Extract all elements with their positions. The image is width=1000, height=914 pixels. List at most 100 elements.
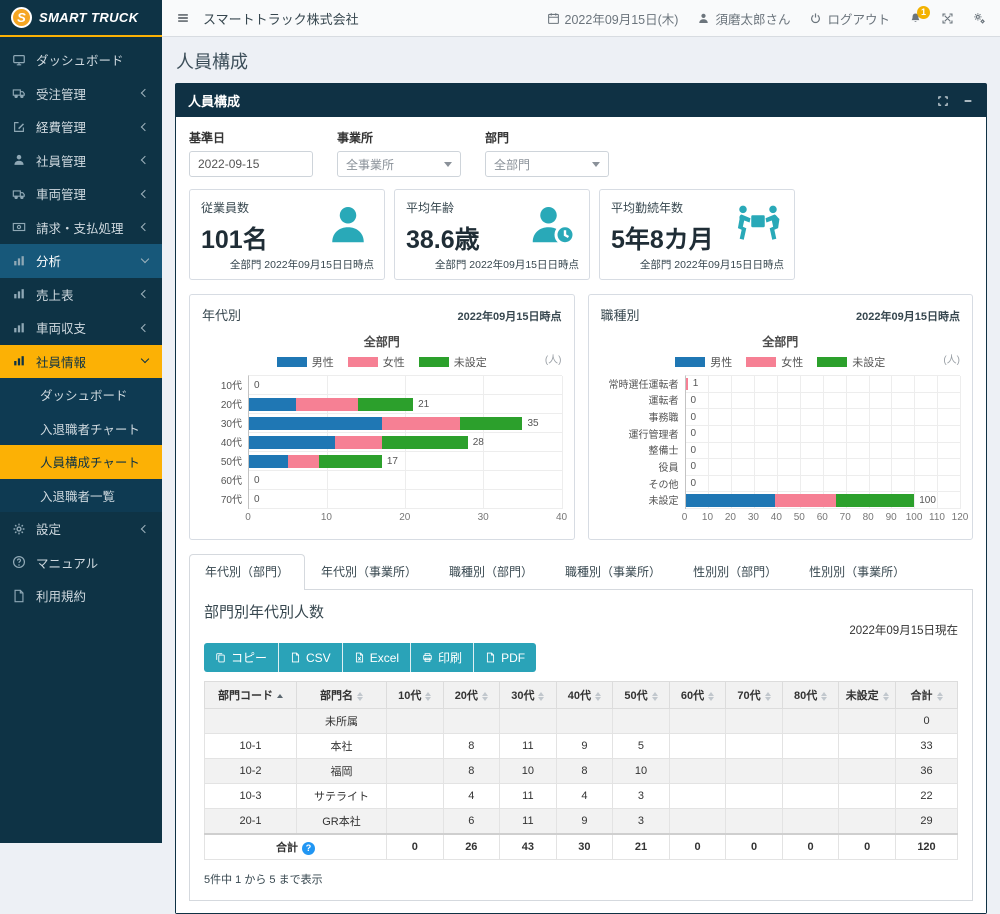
sidebar-item-analysis[interactable]: 分析 [0,244,162,278]
footer-total-cell: 0 [726,834,783,860]
notifications-button[interactable]: 1 [909,12,922,25]
column-header-7[interactable]: 60代 [669,682,726,709]
column-header-8[interactable]: 70代 [726,682,783,709]
file-icon [290,652,301,663]
sidebar-item-settings[interactable]: 設定 [0,512,162,546]
people-carry-icon [734,201,782,249]
logout-button[interactable]: ログアウト [809,9,890,28]
sidebar-item-hire-leave-list[interactable]: 入退職者一覧 [0,479,162,513]
sidebar-item-order-management[interactable]: 受注管理 [0,77,162,111]
chart-plot: 常時選任運転者運転者事務職運行管理者整備士役員その他未設定1000000100 [601,375,961,509]
table-cell [839,809,896,835]
chart-bar-row: 0 [686,426,961,443]
bar-total-label: 0 [691,461,697,472]
charts-row: 年代別2022年09月15日時点全部門男性女性未設定(人)10代20代30代40… [189,294,973,540]
chart-category-label: 60代 [202,470,248,489]
legend-item-女性[interactable]: 女性 [348,354,405,370]
stat-cards: 従業員数101名全部門 2022年09月15日日時点平均年齢38.6歳全部門 2… [189,189,973,280]
tab-1[interactable]: 年代別（事業所） [305,554,433,589]
sidebar-item-label: 人員構成チャート [40,452,150,471]
sidebar-item-vehicle-management[interactable]: 車両管理 [0,177,162,211]
sidebar-item-vehicle-balance[interactable]: 車両収支 [0,311,162,345]
tab-4[interactable]: 性別別（部門） [677,554,793,589]
legend-item-未設定[interactable]: 未設定 [419,354,487,370]
chart-category-label: 70代 [202,489,248,508]
user-menu[interactable]: 須磨太郎さん [697,9,790,28]
column-header-2[interactable]: 10代 [387,682,444,709]
sidebar-item-employee-management[interactable]: 社員管理 [0,144,162,178]
table-cell: 未所属 [297,709,387,734]
sidebar-item-staffing-chart[interactable]: 人員構成チャート [0,445,162,479]
sidebar-item-manual[interactable]: マニュアル [0,546,162,580]
sidebar-item-label: 社員情報 [36,352,132,371]
column-header-label: 未設定 [846,690,879,702]
x-tick-label: 100 [906,512,923,523]
column-header-label: 80代 [794,690,817,702]
hamburger-menu-icon[interactable] [176,11,190,25]
sidebar-item-billing-payment[interactable]: 請求・支払処理 [0,211,162,245]
legend-item-男性[interactable]: 男性 [277,354,334,370]
x-tick-label: 40 [556,512,567,523]
copy-button[interactable]: コピー [204,643,279,672]
base-date-input[interactable] [189,151,313,177]
bar-total-label: 100 [919,495,936,506]
panel-expand-icon[interactable] [937,95,949,107]
sidebar-item-sales-table[interactable]: 売上表 [0,278,162,312]
panel-collapse-icon[interactable] [962,95,974,107]
chart-x-axis: 010203040 [248,509,562,524]
legend-swatch [419,357,449,367]
column-header-0[interactable]: 部門コード [205,682,297,709]
print-button[interactable]: 印刷 [411,643,474,672]
sidebar-item-dashboard[interactable]: ダッシュボード [0,43,162,77]
legend-item-男性[interactable]: 男性 [675,354,732,370]
column-header-1[interactable]: 部門名 [297,682,387,709]
chart-bar-row: 0 [249,471,562,490]
column-header-6[interactable]: 50代 [613,682,670,709]
column-header-9[interactable]: 80代 [782,682,839,709]
chart-subtitle: 全部門 [601,333,961,350]
tab-3[interactable]: 職種別（事業所） [549,554,677,589]
department-select[interactable]: 全部門 [485,151,609,177]
column-header-4[interactable]: 30代 [500,682,557,709]
settings-gears-icon[interactable] [973,12,986,25]
sidebar-item-expense-management[interactable]: 経費管理 [0,110,162,144]
table-cell [726,809,783,835]
legend-item-女性[interactable]: 女性 [746,354,803,370]
gridline [960,376,961,509]
button-label: PDF [501,651,525,665]
stat-card-employee-count: 従業員数101名全部門 2022年09月15日日時点 [189,189,385,280]
chart-card-job-type: 職種別2022年09月15日時点全部門男性女性未設定(人)常時選任運転者運転者事… [588,294,974,540]
sidebar-item-employee-info-dashboard[interactable]: ダッシュボード [0,378,162,412]
office-select[interactable]: 全事業所 [337,151,461,177]
column-header-11[interactable]: 合計 [896,682,958,709]
tab-0[interactable]: 年代別（部門） [189,554,305,590]
button-label: CSV [306,651,331,665]
sidebar-item-label: 分析 [36,251,132,270]
brand-logo[interactable]: S SMART TRUCK [0,0,162,37]
sort-icon [482,692,488,701]
excel-button[interactable]: Excel [343,643,411,672]
table-cell [726,784,783,809]
chart-category-label: 10代 [202,375,248,394]
caret-down-icon [444,162,452,167]
table-cell [613,709,670,734]
help-icon[interactable]: ? [302,842,315,855]
sidebar-item-employee-info[interactable]: 社員情報 [0,345,162,379]
column-header-5[interactable]: 40代 [556,682,613,709]
power-icon [809,12,822,25]
fullscreen-icon[interactable] [941,12,954,25]
column-header-10[interactable]: 未設定 [839,682,896,709]
column-header-3[interactable]: 20代 [443,682,500,709]
pdf-button[interactable]: PDF [474,643,536,672]
csv-button[interactable]: CSV [279,643,343,672]
chart-plot: 10代20代30代40代50代60代70代02135281700 [202,375,562,509]
chart-icon [12,287,26,301]
table-cell: 33 [896,734,958,759]
sidebar-item-hire-leave-chart[interactable]: 入退職者チャート [0,412,162,446]
tab-5[interactable]: 性別別（事業所） [793,554,921,589]
chart-icon [12,254,26,268]
gear-icon [12,522,26,536]
legend-item-未設定[interactable]: 未設定 [817,354,885,370]
sidebar-item-terms[interactable]: 利用規約 [0,579,162,613]
tab-2[interactable]: 職種別（部門） [433,554,549,589]
